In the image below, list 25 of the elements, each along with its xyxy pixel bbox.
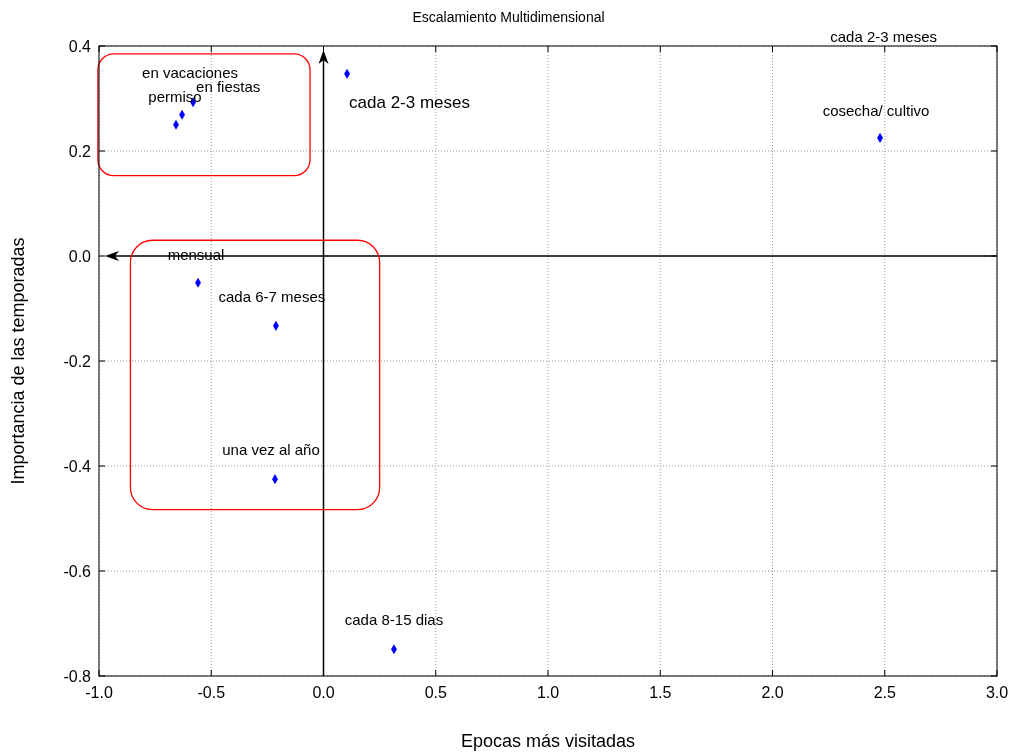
- x-tick-label: 0.0: [312, 684, 335, 701]
- y-tick-label: 0.4: [68, 38, 92, 55]
- y-tick-label: -0.6: [63, 563, 92, 580]
- x-tick-label: 1.5: [649, 684, 672, 701]
- annotation: en vacaciones: [142, 64, 239, 82]
- x-tick-label: -1.0: [85, 684, 113, 701]
- x-tick-label: 0.5: [424, 684, 447, 701]
- x-tick-label: -0.5: [197, 684, 226, 701]
- x-tick-label: 2.0: [761, 684, 784, 701]
- annotation: una vez al año: [222, 441, 320, 459]
- y-tick-label: 0.0: [68, 248, 92, 265]
- y-tick-label: 0.2: [68, 143, 92, 160]
- y-axis-title: Importancia de las temporadas: [8, 237, 28, 485]
- x-tick-label: 2.5: [873, 684, 896, 701]
- y-tick-label: -0.8: [63, 668, 92, 685]
- annotation: cada 8-15 dias: [344, 611, 444, 629]
- chart-title: Escalamiento Multidimensional: [412, 9, 605, 25]
- annotation: cosecha/ cultivo: [822, 101, 930, 119]
- annotation: cada 2-3 meses: [349, 92, 471, 112]
- x-axis-title: Epocas más visitadas: [460, 731, 636, 751]
- text: cada 2-3 meses: [830, 28, 937, 45]
- y-tick-label: -0.2: [63, 353, 92, 370]
- y-tick-label: -0.4: [63, 458, 92, 475]
- x-tick-label: 3.0: [985, 684, 1009, 701]
- x-tick-label: 1.0: [536, 684, 560, 701]
